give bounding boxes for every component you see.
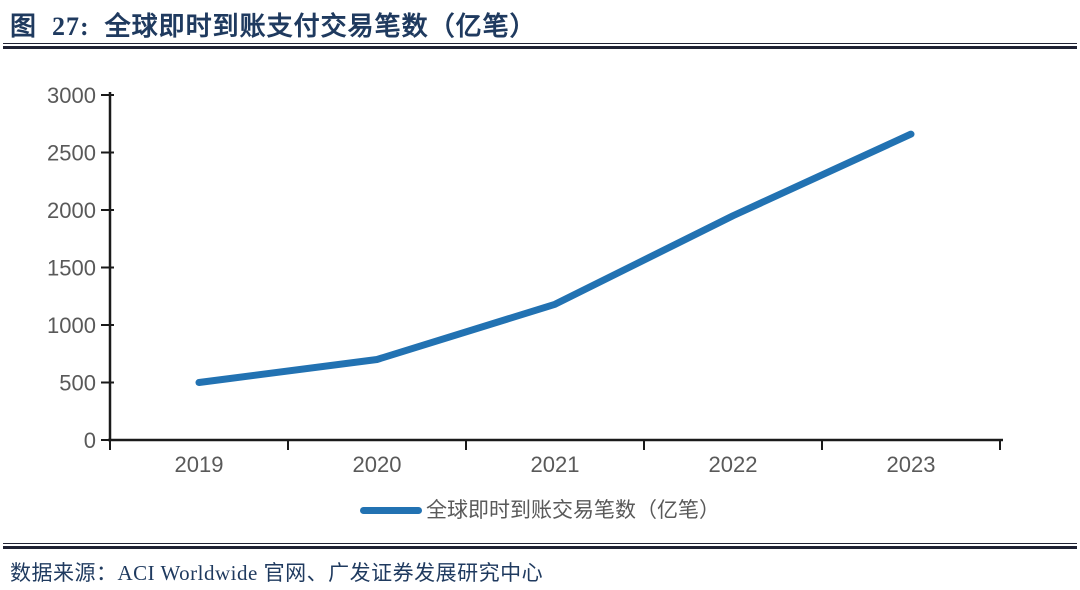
y-axis-tick-label: 3000 (47, 83, 96, 108)
series-line (195, 130, 915, 386)
y-axis-tick-label: 2000 (47, 198, 96, 223)
legend-line-swatch (360, 506, 422, 514)
footer-divider (3, 543, 1077, 549)
x-axis-tick-label: 2020 (353, 452, 402, 477)
x-axis-tick-label: 2023 (887, 452, 936, 477)
x-axis-tick-label: 2022 (709, 452, 758, 477)
legend-series-label: 全球即时到账交易笔数（亿笔） (426, 498, 720, 522)
figure-title: 图 27: 全球即时到账支付交易笔数（亿笔） (10, 12, 537, 41)
data-source-note: 数据来源：ACI Worldwide 官网、广发证券发展研究中心 (10, 561, 544, 585)
chart-area: 0 500 1000 1500 2000 2500 3000 2019 2020 2021 2022… (0, 60, 1080, 480)
y-axis-tick-label: 2500 (47, 141, 96, 166)
x-axis-tick-label: 2019 (175, 452, 224, 477)
y-axis-tick-label: 1500 (47, 256, 96, 281)
x-axis-tick-label: 2021 (531, 452, 580, 477)
y-axis-tick-label: 500 (59, 371, 96, 396)
chart-legend: 全球即时到账交易笔数（亿笔） (0, 497, 1080, 523)
line-chart: 0 500 1000 1500 2000 2500 3000 2019 2020 2021 2022… (47, 83, 1003, 477)
y-axis-tick-label: 1000 (47, 313, 96, 338)
header-divider (3, 43, 1077, 49)
y-axis-tick-label: 0 (84, 428, 96, 453)
